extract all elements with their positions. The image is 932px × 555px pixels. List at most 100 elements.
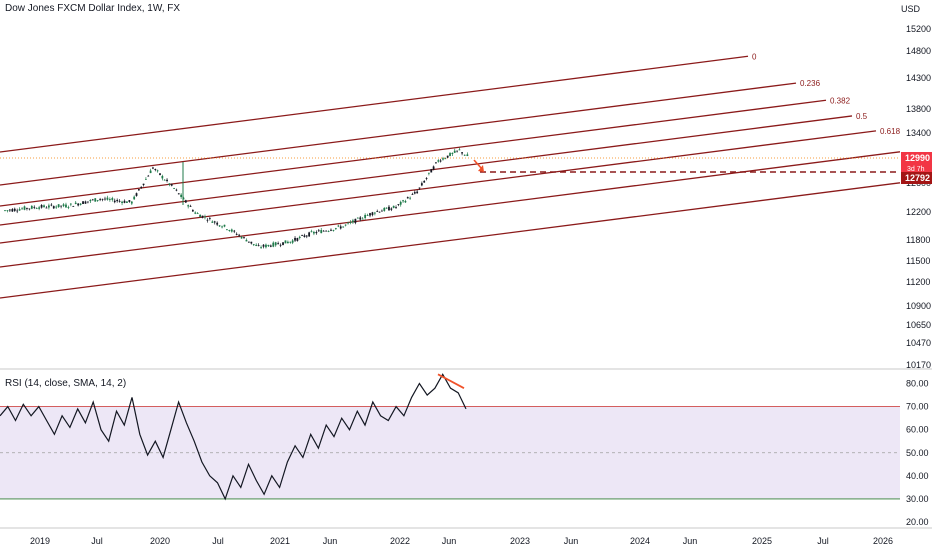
candle-body — [52, 206, 55, 209]
candle-body — [279, 244, 282, 246]
price-level-label: 12792 — [905, 173, 930, 183]
candle-body — [101, 198, 104, 200]
price-tick-label: 14300 — [906, 73, 931, 83]
time-tick-label: Jul — [91, 536, 103, 546]
candle-body — [315, 232, 318, 234]
candle-body — [128, 200, 131, 202]
rsi-tick-label: 80.00 — [906, 379, 929, 389]
candle-body — [252, 243, 255, 245]
rsi-tick-label: 60.00 — [906, 425, 929, 435]
candle-body — [416, 191, 419, 194]
price-tick-label: 15200 — [906, 24, 931, 34]
candle-body — [21, 208, 23, 210]
candle-body — [133, 196, 136, 200]
candle-body — [411, 194, 414, 195]
fib-level-label: 0.618 — [880, 127, 901, 136]
candle-body — [221, 226, 223, 228]
candle-body — [16, 210, 19, 212]
currency-label: USD — [900, 4, 920, 14]
candle-body — [67, 207, 70, 208]
candle-body — [79, 203, 82, 205]
candle-body — [399, 201, 402, 205]
candle-body — [344, 224, 347, 226]
price-tick-label: 12200 — [906, 207, 931, 217]
candle-body — [310, 231, 313, 233]
candle-body — [449, 153, 451, 156]
rsi-tick-label: 40.00 — [906, 471, 929, 481]
candle-body — [352, 220, 354, 223]
candle-body — [108, 199, 111, 200]
candle-body — [303, 235, 306, 237]
current-price-badge — [901, 152, 932, 174]
candle-body — [420, 183, 423, 186]
candle-body — [230, 229, 233, 232]
candle-body — [243, 237, 245, 238]
candle-body — [366, 215, 369, 216]
candle-body — [437, 160, 440, 162]
candle-body — [113, 200, 116, 203]
candle-body — [77, 203, 80, 206]
candle-body — [425, 178, 428, 179]
candle-body — [96, 200, 99, 201]
fib-level-label: 0.5 — [856, 112, 868, 121]
time-tick-label: Jun — [323, 536, 338, 546]
candle-body — [383, 207, 386, 211]
candle-body — [140, 186, 143, 188]
time-tick-label: 2021 — [270, 536, 290, 546]
rsi-line — [0, 373, 467, 501]
candle-body — [262, 244, 265, 247]
fib-level-label: 0.382 — [830, 96, 851, 105]
candle-body — [18, 209, 21, 211]
fib-level-label: 0 — [752, 52, 757, 61]
candle-body — [35, 208, 38, 210]
fib-channel-line — [0, 99, 827, 207]
candle-body — [57, 204, 60, 208]
candle-body — [30, 206, 33, 209]
candle-body — [356, 217, 359, 219]
candle-body — [390, 208, 393, 210]
candle-body — [287, 241, 289, 244]
candle-body — [347, 222, 349, 224]
candle-body — [6, 210, 9, 212]
time-tick-label: Jun — [683, 536, 698, 546]
price-tick-label: 10900 — [906, 301, 931, 311]
candle-body — [38, 207, 41, 209]
candle-body — [267, 244, 270, 247]
rsi-pane — [0, 373, 900, 501]
candle-body — [213, 221, 216, 223]
candle-body — [430, 169, 433, 173]
candle-body — [175, 189, 178, 191]
candle-body — [369, 213, 371, 216]
candle-body — [330, 229, 332, 231]
fib-level-label: 0.236 — [800, 79, 821, 88]
axes: 1520014800143001380013400126001220011800… — [0, 24, 932, 546]
fib-channel-line — [0, 130, 877, 244]
candle-body — [216, 222, 219, 225]
candle-body — [325, 230, 328, 232]
time-tick-label: Jun — [564, 536, 579, 546]
candle-body — [458, 149, 461, 151]
candle-body — [402, 200, 404, 202]
candle-body — [245, 239, 248, 242]
candle-body — [94, 198, 97, 202]
candle-body — [238, 234, 241, 236]
rsi-divergence-line — [437, 373, 465, 389]
candle-body — [87, 201, 89, 203]
candle-body — [364, 214, 367, 218]
candle-body — [126, 201, 128, 203]
time-tick-label: Jul — [212, 536, 224, 546]
candle-body — [173, 188, 175, 189]
fib-channel-line — [0, 151, 901, 268]
candle-body — [359, 217, 362, 220]
candle-body — [240, 236, 243, 239]
candle-body — [342, 226, 345, 228]
candle-body — [392, 205, 395, 208]
price-tick-label: 14800 — [906, 46, 931, 56]
price-tick-label: 13400 — [906, 128, 931, 138]
candle-body — [69, 203, 72, 205]
candle-body — [423, 180, 426, 183]
candle-body — [298, 236, 301, 238]
candle-body — [196, 213, 199, 214]
candle-body — [40, 204, 43, 208]
